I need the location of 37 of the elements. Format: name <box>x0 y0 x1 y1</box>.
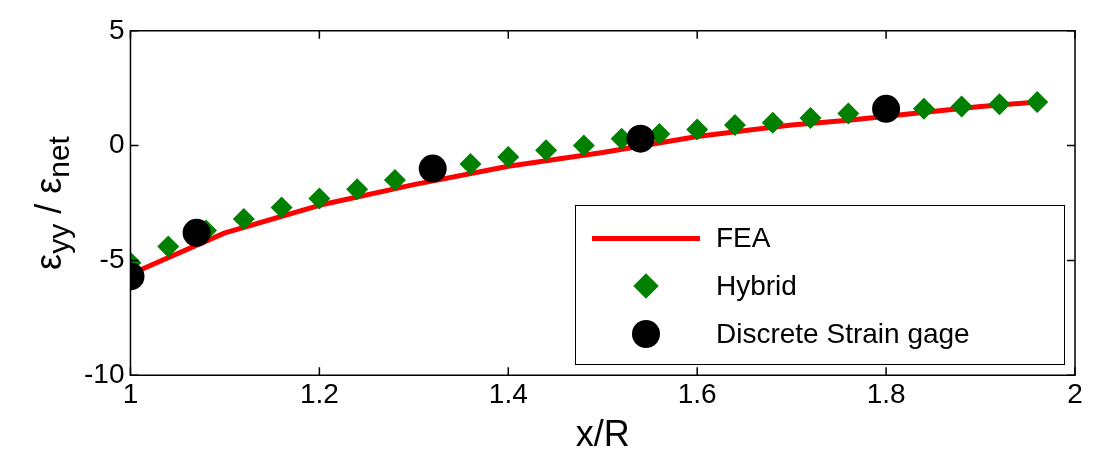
x-tick-label: 1 <box>122 377 139 409</box>
point <box>232 208 255 231</box>
x-tick-label: 1.4 <box>488 377 528 409</box>
point <box>872 94 901 123</box>
y-tick-label: -10 <box>84 357 125 389</box>
point <box>837 102 860 125</box>
y-tick-label: 5 <box>108 13 125 45</box>
legend-label: FEA <box>716 222 771 255</box>
point <box>686 118 709 141</box>
point <box>157 235 180 258</box>
y-tick-label: -5 <box>99 243 125 275</box>
x-tick-label: 1.2 <box>299 377 339 409</box>
point <box>572 134 595 157</box>
point <box>1026 90 1049 113</box>
x-tick-label: 1.8 <box>866 377 906 409</box>
point <box>723 113 746 136</box>
point <box>346 178 369 201</box>
point <box>535 139 558 162</box>
point <box>950 95 973 118</box>
point <box>418 154 447 183</box>
point <box>988 93 1011 116</box>
point <box>308 187 331 210</box>
point <box>182 218 211 247</box>
legend-label: Hybrid <box>716 270 797 303</box>
point <box>497 146 520 169</box>
x-tick-label: 1.6 <box>677 377 717 409</box>
x-axis-title: x/R <box>575 413 630 455</box>
x-tick-label: 2 <box>1067 377 1083 409</box>
point <box>270 196 293 219</box>
point <box>626 124 655 153</box>
legend-label: Discrete Strain gage <box>716 318 970 351</box>
point <box>383 169 406 192</box>
point <box>459 152 482 175</box>
point <box>912 97 935 120</box>
point <box>761 111 784 134</box>
y-tick-label: 0 <box>108 128 125 160</box>
point <box>799 107 822 130</box>
